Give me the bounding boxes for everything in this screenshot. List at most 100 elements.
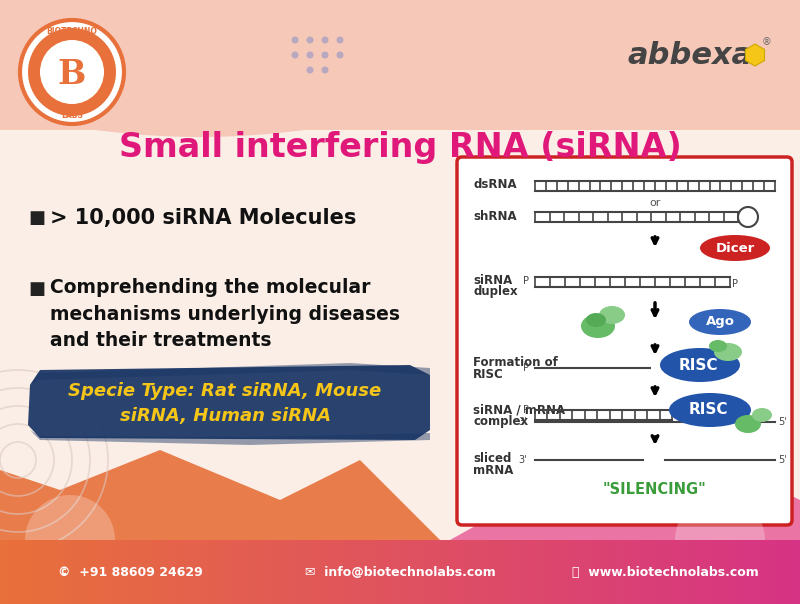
Bar xyxy=(456,540,465,604)
Bar xyxy=(656,540,665,604)
Bar xyxy=(208,540,217,604)
Text: Ago: Ago xyxy=(706,315,734,329)
Text: sliced: sliced xyxy=(473,452,511,464)
Circle shape xyxy=(322,66,329,74)
Bar xyxy=(768,540,777,604)
Bar xyxy=(216,540,225,604)
Bar xyxy=(424,540,433,604)
Ellipse shape xyxy=(660,348,740,382)
Text: Comprehending the molecular
mechanisms underlying diseases
and their treatments: Comprehending the molecular mechanisms u… xyxy=(50,278,400,350)
Polygon shape xyxy=(28,365,430,440)
Bar xyxy=(232,540,241,604)
Text: LABS: LABS xyxy=(61,112,83,121)
Bar xyxy=(760,540,769,604)
Circle shape xyxy=(337,51,343,59)
Bar xyxy=(584,540,593,604)
Text: P: P xyxy=(523,363,529,373)
Bar xyxy=(376,540,385,604)
Bar xyxy=(384,540,393,604)
Bar xyxy=(400,540,409,604)
FancyBboxPatch shape xyxy=(457,157,792,525)
Text: RISC: RISC xyxy=(473,367,504,381)
Bar xyxy=(328,540,337,604)
Bar xyxy=(152,540,161,604)
Ellipse shape xyxy=(735,415,761,433)
Text: 3': 3' xyxy=(518,455,527,465)
Bar xyxy=(40,540,49,604)
Bar xyxy=(520,540,529,604)
Bar xyxy=(16,540,25,604)
Text: Specie Type: Rat siRNA, Mouse
siRNA, Human siRNA: Specie Type: Rat siRNA, Mouse siRNA, Hum… xyxy=(68,382,382,425)
Bar xyxy=(24,540,33,604)
Text: 3': 3' xyxy=(518,417,527,427)
Ellipse shape xyxy=(709,340,727,352)
Text: 5': 5' xyxy=(778,417,786,427)
Bar xyxy=(648,540,657,604)
Bar xyxy=(576,540,585,604)
Bar xyxy=(280,540,289,604)
Text: or: or xyxy=(650,198,661,208)
Text: "SILENCING": "SILENCING" xyxy=(603,483,707,498)
Text: ■: ■ xyxy=(28,209,45,227)
Bar xyxy=(792,540,800,604)
Bar xyxy=(784,540,793,604)
Bar xyxy=(336,540,345,604)
Bar xyxy=(0,540,9,604)
Ellipse shape xyxy=(714,343,742,361)
Bar xyxy=(320,540,329,604)
Text: siRNA: siRNA xyxy=(473,274,512,286)
Bar xyxy=(416,540,425,604)
Bar xyxy=(672,540,681,604)
Bar xyxy=(192,540,201,604)
Bar xyxy=(624,540,633,604)
Ellipse shape xyxy=(752,408,772,422)
Bar xyxy=(128,540,137,604)
Bar xyxy=(184,540,193,604)
Ellipse shape xyxy=(586,313,606,327)
Bar xyxy=(240,540,249,604)
Circle shape xyxy=(306,51,314,59)
Bar xyxy=(104,540,113,604)
Bar xyxy=(80,540,89,604)
Bar xyxy=(8,540,17,604)
Bar xyxy=(496,540,505,604)
Bar xyxy=(632,540,641,604)
Bar xyxy=(392,540,401,604)
Bar xyxy=(600,540,609,604)
Bar xyxy=(96,540,105,604)
Circle shape xyxy=(20,20,124,124)
Bar xyxy=(136,540,145,604)
Bar xyxy=(536,540,545,604)
Bar xyxy=(248,540,257,604)
Bar xyxy=(32,540,41,604)
Bar xyxy=(704,540,713,604)
Text: ®: ® xyxy=(762,37,772,47)
Bar xyxy=(528,540,537,604)
Circle shape xyxy=(322,36,329,43)
Ellipse shape xyxy=(669,393,751,427)
Bar xyxy=(112,540,121,604)
Circle shape xyxy=(291,36,298,43)
Text: P: P xyxy=(523,405,529,415)
Text: RISC: RISC xyxy=(688,402,728,417)
Bar xyxy=(296,540,305,604)
Bar xyxy=(696,540,705,604)
Bar xyxy=(264,540,273,604)
Polygon shape xyxy=(746,44,765,66)
Text: Formation of: Formation of xyxy=(473,356,558,368)
Circle shape xyxy=(40,40,104,104)
Bar xyxy=(560,540,569,604)
Bar xyxy=(440,540,449,604)
Bar xyxy=(408,540,417,604)
Bar xyxy=(448,540,457,604)
Bar xyxy=(744,540,753,604)
Polygon shape xyxy=(30,363,430,385)
Circle shape xyxy=(738,207,758,227)
Text: dsRNA: dsRNA xyxy=(473,179,517,191)
Text: ⌖  www.biotechnolabs.com: ⌖ www.biotechnolabs.com xyxy=(572,565,758,579)
Bar xyxy=(512,540,521,604)
Bar xyxy=(736,540,745,604)
Bar xyxy=(0,0,800,130)
Text: mRNA: mRNA xyxy=(473,463,514,477)
Bar xyxy=(552,540,561,604)
